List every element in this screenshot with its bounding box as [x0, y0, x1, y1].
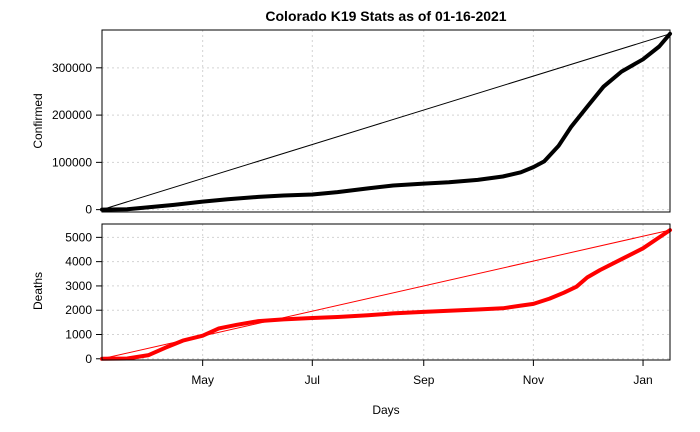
y-axis-label-deaths: Deaths — [31, 272, 45, 310]
y-tick-label: 5000 — [65, 230, 92, 244]
y-tick-label: 2000 — [65, 303, 92, 317]
reference-line-confirmed — [101, 33, 671, 211]
y-tick-label: 100000 — [52, 155, 92, 169]
y-tick-label: 3000 — [65, 279, 92, 293]
x-tick-label: May — [191, 373, 214, 387]
x-tick-label: Jul — [305, 373, 320, 387]
y-tick-label: 1000 — [65, 328, 92, 342]
x-tick-label: Nov — [523, 373, 544, 387]
panel-frame — [101, 223, 671, 361]
reference-line-deaths — [101, 229, 671, 360]
y-tick-label: 300000 — [52, 61, 92, 75]
y-tick-label: 0 — [85, 352, 92, 366]
chart-title: Colorado K19 Stats as of 01-16-2021 — [265, 8, 506, 24]
y-tick-label: 4000 — [65, 255, 92, 269]
x-tick-label: Sep — [413, 373, 435, 387]
x-axis-label: Days — [372, 403, 399, 417]
y-tick-label: 200000 — [52, 108, 92, 122]
series-line-confirmed — [100, 31, 672, 212]
panel-frame — [101, 29, 671, 213]
y-tick-label: 0 — [85, 203, 92, 217]
y-axis-label-confirmed: Confirmed — [31, 93, 45, 148]
x-tick-label: Jan — [633, 373, 652, 387]
